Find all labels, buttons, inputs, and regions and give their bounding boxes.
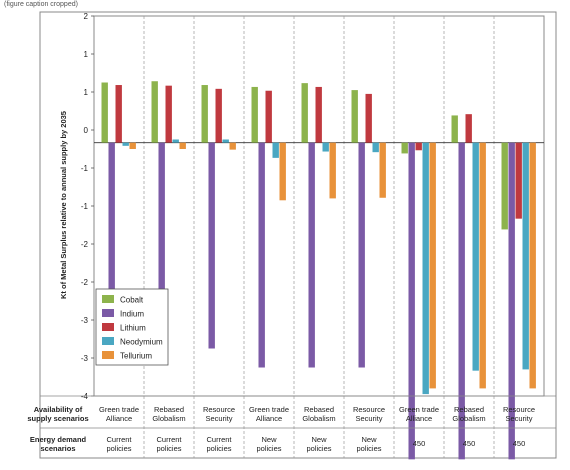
legend-swatch-indium <box>102 309 114 317</box>
bar-indium-3 <box>208 142 215 349</box>
bar-neodymium-5 <box>322 142 329 152</box>
bar-tellurium-4 <box>279 142 286 201</box>
bar-neodymium-1 <box>122 142 129 146</box>
bar-neodymium-7 <box>422 142 429 395</box>
energy-label-8: 450 <box>463 439 476 448</box>
bar-lithium-1 <box>115 85 122 143</box>
y-tick-label: 1 <box>84 50 89 59</box>
legend: Cobalt Indium Lithium Neodymium Tellurium <box>95 288 169 366</box>
energy-label-1: Current policies <box>106 435 132 453</box>
y-tick-label: -1 <box>81 164 89 173</box>
bar-indium-1 <box>108 142 115 349</box>
bar-cobalt-3 <box>201 85 208 143</box>
bar-tellurium-3 <box>229 142 236 150</box>
bar-cobalt-9 <box>501 142 508 230</box>
bar-cobalt-6 <box>351 90 358 143</box>
y-tick-label: -3 <box>81 354 89 363</box>
bar-cobalt-4 <box>251 86 258 143</box>
legend-label-cobalt: Cobalt <box>120 296 144 305</box>
bar-lithium-9 <box>515 142 522 219</box>
bar-neodymium-8 <box>472 142 479 371</box>
bar-neodymium-6 <box>372 142 379 153</box>
y-tick-label: -1 <box>81 202 89 211</box>
bar-tellurium-8 <box>479 142 486 389</box>
bar-indium-4 <box>258 142 265 368</box>
y-tick-label: -4 <box>81 392 89 401</box>
chart-frame <box>39 11 557 459</box>
bar-tellurium-9 <box>529 142 536 389</box>
energy-label-7: 450 <box>413 439 426 448</box>
availability-label-1: Green trade Alliance <box>99 405 139 423</box>
bar-neodymium-3 <box>222 139 229 143</box>
bar-tellurium-6 <box>379 142 386 198</box>
energy-label-5: New policies <box>306 435 331 453</box>
bar-neodymium-2 <box>172 139 179 143</box>
legend-swatch-lithium <box>102 323 114 331</box>
bar-lithium-2 <box>165 85 172 143</box>
bar-cobalt-5 <box>301 83 308 143</box>
row-label-energy-line2: scenarios <box>40 444 75 453</box>
row-label-availability-line1: Availability of <box>34 405 83 414</box>
energy-label-3: Current policies <box>206 435 232 453</box>
legend-label-tellurium: Tellurium <box>120 352 152 361</box>
bar-neodymium-4 <box>272 142 279 158</box>
bar-tellurium-5 <box>329 142 336 199</box>
y-tick-label: 2 <box>84 12 89 21</box>
bar-cobalt-8 <box>451 115 458 143</box>
energy-label-2: Current policies <box>156 435 182 453</box>
legend-label-neodymium: Neodymium <box>120 338 163 347</box>
scenario-table: Availability of supply scenarios Energy … <box>27 395 556 453</box>
energy-label-9: 450 <box>513 439 526 448</box>
bar-lithium-7 <box>415 142 422 151</box>
plot-area: 2 1 1 0 -1 -1 -2 -2 -3 -3 -4 <box>81 12 545 460</box>
bar-indium-7 <box>408 142 415 460</box>
bar-tellurium-2 <box>179 142 186 149</box>
row-label-energy-line1: Energy demand <box>30 435 87 444</box>
y-tick-label: -2 <box>81 240 89 249</box>
bar-indium-9 <box>508 142 515 460</box>
bar-tellurium-1 <box>129 142 136 149</box>
bar-indium-8 <box>458 142 465 460</box>
bar-neodymium-9 <box>522 142 529 370</box>
bar-lithium-6 <box>365 93 372 143</box>
bar-lithium-5 <box>315 86 322 143</box>
energy-label-6: New policies <box>356 435 381 453</box>
legend-swatch-cobalt <box>102 295 114 303</box>
availability-label-3: Resource Security <box>203 405 235 423</box>
y-tick-label: 0 <box>84 126 89 135</box>
availability-label-2: Rebased Globalism <box>152 405 185 423</box>
bar-indium-5 <box>308 142 315 368</box>
availability-label-7: Green trade Alliance <box>399 405 439 423</box>
legend-swatch-neodymium <box>102 337 114 345</box>
availability-label-9: Resource Security <box>503 405 535 423</box>
bar-indium-2 <box>158 142 165 349</box>
legend-label-indium: Indium <box>120 310 144 319</box>
figure-caption: (figure caption cropped) <box>4 1 78 8</box>
bar-cobalt-7 <box>401 142 408 154</box>
bar-cobalt-2 <box>151 81 158 143</box>
y-tick-label: 1 <box>84 88 89 97</box>
bar-lithium-3 <box>215 88 222 143</box>
legend-label-lithium: Lithium <box>120 324 146 333</box>
legend-swatch-tellurium <box>102 351 114 359</box>
availability-label-4: Green trade Alliance <box>249 405 289 423</box>
y-tick-label: -3 <box>81 316 89 325</box>
energy-label-4: New policies <box>256 435 281 453</box>
availability-label-6: Resource Security <box>353 405 385 423</box>
bar-indium-6 <box>358 142 365 368</box>
availability-label-5: Rebased Globalism <box>302 405 335 423</box>
availability-label-8: Rebased Globalism <box>452 405 485 423</box>
bar-lithium-4 <box>265 90 272 143</box>
row-label-availability-line2: supply scenarios <box>27 414 88 423</box>
y-axis-label: Kt of Metal Surplus relative to annual s… <box>59 111 68 299</box>
y-tick-label: -2 <box>81 278 89 287</box>
bar-tellurium-7 <box>429 142 436 389</box>
bar-cobalt-1 <box>101 82 108 143</box>
bar-lithium-8 <box>465 114 472 143</box>
